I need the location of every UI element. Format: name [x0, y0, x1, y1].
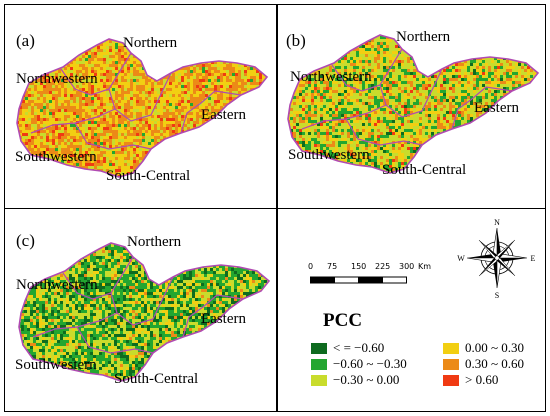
map-panel-c: (c) Northern Northwestern Eastern Southw…	[4, 208, 277, 412]
region-label-eastern: Eastern	[201, 107, 246, 123]
legend-item: 0.00 ~ 0.30	[443, 340, 524, 356]
map-panel-a: (a) Northern Northwestern Eastern Southw…	[4, 4, 277, 209]
legend-swatch	[311, 342, 327, 354]
legend-label: 0.30 ~ 0.60	[465, 356, 525, 371]
legend-label: < = −0.60	[333, 340, 385, 355]
scale-tick-225: 225	[375, 262, 391, 271]
legend-swatch	[443, 374, 459, 386]
region-label-northwestern: Northwestern	[290, 69, 372, 85]
region-boundary	[345, 118, 423, 146]
region-label-southwestern: Southwestern	[288, 147, 370, 163]
compass-north-label: N	[494, 218, 500, 227]
region-label-southwestern: Southwestern	[15, 149, 97, 165]
region-boundary	[108, 72, 172, 122]
region-label-southwestern: Southwestern	[15, 357, 97, 373]
region-boundary	[76, 326, 154, 354]
scale-tick-0: 0	[308, 262, 314, 271]
region-boundary	[110, 276, 174, 326]
region-label-south-central: South-Central	[106, 168, 191, 184]
region-boundary	[331, 48, 403, 92]
region-boundary	[182, 294, 244, 338]
province-map-b	[287, 34, 540, 174]
scale-tick-300: 300	[399, 262, 415, 271]
legend-swatch	[443, 358, 459, 370]
province-map-c	[18, 242, 271, 382]
scale-tick-75: 75	[327, 262, 338, 271]
scale-tick-150: 150	[351, 262, 367, 271]
region-label-eastern: Eastern	[474, 100, 519, 116]
legend-swatch	[311, 358, 327, 370]
region-label-northwestern: Northwestern	[16, 71, 98, 87]
panel-label-c: (c)	[16, 231, 35, 250]
compass-south-label: S	[495, 291, 499, 300]
scale-bar: 0 75 150 225 300 Km	[308, 262, 438, 288]
region-label-south-central: South-Central	[114, 371, 199, 387]
compass-east-label: E	[531, 254, 536, 263]
region-boundary	[180, 90, 242, 134]
legend-item: > 0.60	[443, 372, 498, 388]
region-boundary	[60, 52, 132, 96]
scale-unit: Km	[418, 262, 432, 271]
region-label-northern: Northern	[123, 35, 178, 51]
legend-item: −0.60 ~ −0.30	[311, 356, 407, 372]
province-boundary	[18, 242, 271, 382]
legend-item: < = −0.60	[311, 340, 384, 356]
region-boundary	[62, 256, 134, 300]
region-label-northern: Northern	[396, 29, 451, 45]
region-boundary	[379, 68, 443, 118]
legend-label: > 0.60	[465, 372, 499, 387]
province-boundary	[287, 34, 540, 174]
region-label-south-central: South-Central	[382, 162, 467, 178]
region-boundary	[451, 86, 513, 130]
scale-bar-graphic	[310, 276, 407, 284]
legend-title: PCC	[323, 310, 363, 331]
compass-west-label: W	[457, 254, 465, 263]
map-panel-b: (b) Northern Northwestern Eastern Southw…	[277, 4, 546, 209]
legend-label: 0.00 ~ 0.30	[465, 340, 525, 355]
legend-swatch	[443, 342, 459, 354]
legend-item: −0.30 ~ 0.00	[311, 372, 399, 388]
region-boundary	[74, 122, 152, 150]
legend-item: 0.30 ~ 0.60	[443, 356, 524, 372]
province-map-a	[16, 38, 269, 178]
compass-rose: N S E W	[457, 218, 536, 300]
legend-swatch	[311, 374, 327, 386]
legend-label: −0.30 ~ 0.00	[333, 372, 400, 387]
region-label-eastern: Eastern	[201, 311, 246, 327]
legend-label: −0.60 ~ −0.30	[333, 356, 407, 371]
panel-label-a: (a)	[16, 31, 35, 50]
panel-label-b: (b)	[286, 31, 306, 50]
province-boundary	[16, 38, 269, 178]
region-label-northwestern: Northwestern	[16, 277, 98, 293]
region-label-northern: Northern	[127, 234, 182, 250]
